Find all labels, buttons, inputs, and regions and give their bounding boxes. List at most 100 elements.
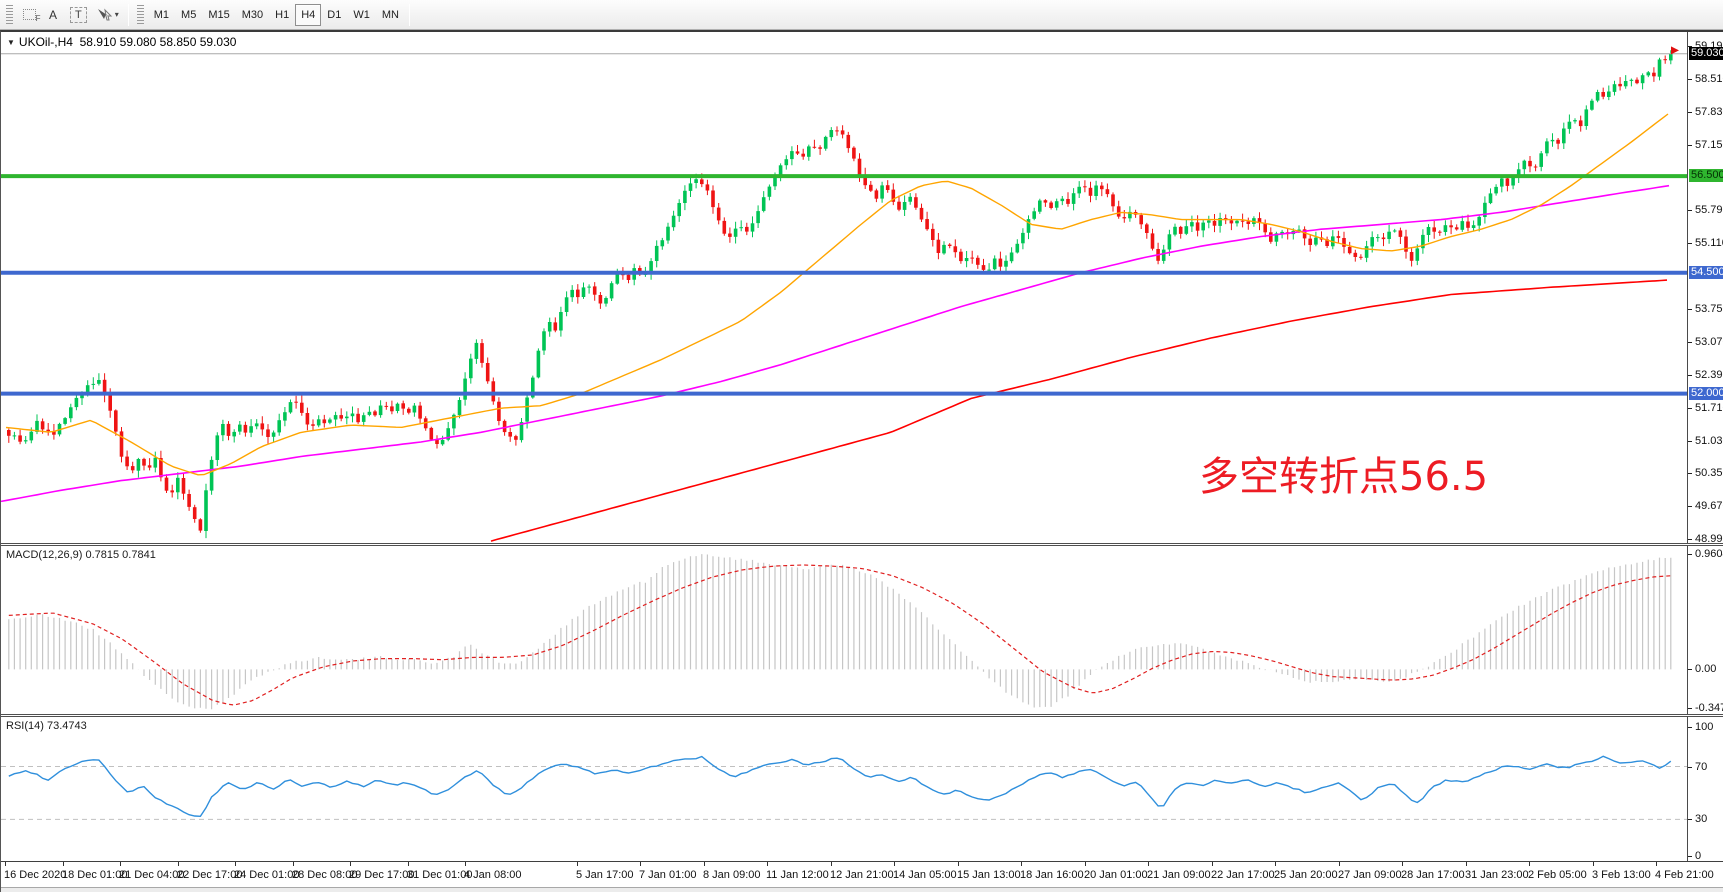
toolbar-drag-grip[interactable] xyxy=(6,4,13,25)
time-axis-tick xyxy=(704,862,705,866)
ma-slow-line xyxy=(490,279,1668,542)
rsi-line xyxy=(8,755,1672,818)
level-label-54.500: 54.500 xyxy=(1689,266,1723,279)
timeframe-button-m15[interactable]: M15 xyxy=(202,4,235,26)
text-box-tool-button[interactable]: T xyxy=(65,3,92,27)
time-axis-tick xyxy=(1212,862,1213,866)
price-axis-label: 51.030 xyxy=(1688,435,1723,447)
time-axis-label: 12 Jan 21:00 xyxy=(830,869,894,881)
time-axis-tick xyxy=(1593,862,1594,866)
text-label-icon: A xyxy=(48,7,57,22)
time-axis-label: 31 Jan 23:00 xyxy=(1465,869,1529,881)
macd-signal-line xyxy=(8,564,1671,706)
level-label-56.500: 56.500 xyxy=(1689,169,1723,182)
time-axis-label: 21 Jan 09:00 xyxy=(1147,869,1211,881)
timeframe-button-w1[interactable]: W1 xyxy=(347,4,376,26)
chart-window: ▼ UKOil-,H4 58.910 59.080 58.850 59.030 多… xyxy=(0,30,1723,892)
time-axis-label: 18 Jan 16:00 xyxy=(1020,869,1084,881)
time-axis-tick xyxy=(5,862,6,866)
time-axis-label: 11 Jan 12:00 xyxy=(766,869,829,881)
price-axis-label: 57.830 xyxy=(1688,106,1723,118)
price-chart-plot[interactable] xyxy=(1,32,1687,543)
time-axis-tick xyxy=(1339,862,1340,866)
timeframe-button-h1[interactable]: H1 xyxy=(269,4,295,26)
price-axis-label: 55.790 xyxy=(1688,204,1723,216)
chart-shift-icon: F xyxy=(22,9,41,23)
time-axis-tick xyxy=(640,862,641,866)
time-axis-label: 7 Jan 01:00 xyxy=(639,869,697,881)
macd-label: MACD(12,26,9) 0.7815 0.7841 xyxy=(6,549,156,561)
time-axis-label: 31 Dec 01:00 xyxy=(407,869,473,881)
rsi-values: 73.4743 xyxy=(46,720,87,732)
timeframe-button-m5[interactable]: M5 xyxy=(175,4,202,26)
rsi-levels xyxy=(1,766,1687,820)
time-axis-tick xyxy=(958,862,959,866)
price-axis-label: 55.110 xyxy=(1688,237,1723,249)
time-axis-label: 22 Jan 17:00 xyxy=(1211,869,1275,881)
timeframe-button-mn[interactable]: MN xyxy=(376,4,405,26)
macd-histogram xyxy=(8,554,1672,710)
timeframe-button-d1[interactable]: D1 xyxy=(321,4,347,26)
time-axis-tick xyxy=(178,862,179,866)
arrow-objects-button[interactable]: ▾ xyxy=(92,3,124,27)
time-axis-label: 25 Jan 20:00 xyxy=(1274,869,1338,881)
window-bottom-edge xyxy=(1,887,1723,892)
price-axis-label: 57.150 xyxy=(1688,139,1723,151)
time-axis-label: 16 Dec 2020 xyxy=(4,869,67,881)
price-axis-label: 50.350 xyxy=(1688,467,1723,479)
macd-values: 0.7815 0.7841 xyxy=(85,549,156,561)
arrow-objects-icon xyxy=(97,8,113,22)
time-axis-tick xyxy=(894,862,895,866)
price-axis[interactable]: 59.19058.51057.83057.15055.79055.11053.7… xyxy=(1687,32,1723,543)
dropdown-caret-icon: ▾ xyxy=(114,10,119,19)
price-axis-label: 53.070 xyxy=(1688,336,1723,348)
timeframe-button-h4[interactable]: H4 xyxy=(295,3,322,26)
ma-mid-line xyxy=(1,184,1670,503)
time-axis-label: 22 Dec 17:00 xyxy=(177,869,243,881)
text-label-tool-button[interactable]: A xyxy=(41,3,65,27)
time-axis-tick xyxy=(1656,862,1657,866)
toolbar-separator xyxy=(408,3,410,26)
toolbar: F A T ▾ M1 M5 M15 M30 H1 H4 D1 W1 MN xyxy=(0,0,1723,30)
timeframe-toolbar-grip[interactable] xyxy=(136,4,144,25)
chart-ohlc-values: 58.910 59.080 58.850 59.030 xyxy=(79,35,237,49)
rsi-axis[interactable]: 100 70 30 0 xyxy=(1687,717,1723,861)
macd-axis-label: 0.00 xyxy=(1688,663,1716,675)
time-axis-label: 3 Feb 13:00 xyxy=(1592,869,1651,881)
price-axis-label: 52.390 xyxy=(1688,369,1723,381)
timeframe-button-m1[interactable]: M1 xyxy=(148,4,175,26)
time-axis-tick xyxy=(1085,862,1086,866)
time-axis-label: 28 Jan 17:00 xyxy=(1401,869,1465,881)
annotation-text[interactable]: 多空转折点56.5 xyxy=(1199,454,1489,500)
time-axis-tick xyxy=(577,862,578,866)
horizontal-level-lines[interactable] xyxy=(1,174,1687,396)
time-axis-label: 18 Dec 01:00 xyxy=(62,869,128,881)
price-axis-label: 58.510 xyxy=(1688,73,1723,85)
macd-axis[interactable]: 0.9604 0.00 -0.3473 xyxy=(1687,546,1723,714)
timeframe-button-m30[interactable]: M30 xyxy=(236,4,269,26)
time-axis-label: 20 Jan 01:00 xyxy=(1084,869,1148,881)
time-axis-tick xyxy=(293,862,294,866)
current-price-label: 59.030 xyxy=(1689,47,1723,60)
macd-pane[interactable]: MACD(12,26,9) 0.7815 0.7841 0.9604 0.00 -0… xyxy=(1,545,1723,715)
time-axis-tick xyxy=(1021,862,1022,866)
macd-axis-label: 0.9604 xyxy=(1688,548,1723,560)
level-label-52.000: 52.000 xyxy=(1689,387,1723,400)
chart-title: ▼ UKOil-,H4 58.910 59.080 58.850 59.030 xyxy=(7,35,236,49)
time-axis-label: 14 Jan 05:00 xyxy=(893,869,957,881)
rsi-pane[interactable]: RSI(14) 73.4743 100 70 30 0 xyxy=(1,716,1723,861)
price-chart-pane[interactable]: ▼ UKOil-,H4 58.910 59.080 58.850 59.030 多… xyxy=(1,32,1723,544)
rsi-label: RSI(14) 73.4743 xyxy=(6,720,87,732)
time-axis[interactable]: 16 Dec 2020 18 Dec 01:00 21 Dec 04:00 22 De… xyxy=(1,861,1723,887)
chart-shift-button[interactable]: F xyxy=(17,3,41,27)
text-box-icon: T xyxy=(70,6,87,23)
rsi-axis-label: 0 xyxy=(1688,850,1701,861)
rsi-plot[interactable] xyxy=(1,717,1687,861)
macd-plot[interactable] xyxy=(1,546,1687,714)
time-axis-label: 8 Jan 09:00 xyxy=(703,869,761,881)
time-axis-tick xyxy=(1275,862,1276,866)
chart-menu-triangle-icon[interactable]: ▼ xyxy=(7,38,15,47)
time-axis-label: 2 Feb 05:00 xyxy=(1528,869,1587,881)
price-axis-label: 51.710 xyxy=(1688,402,1723,414)
timeframe-button-group: M1 M5 M15 M30 H1 H4 D1 W1 MN xyxy=(148,3,405,26)
